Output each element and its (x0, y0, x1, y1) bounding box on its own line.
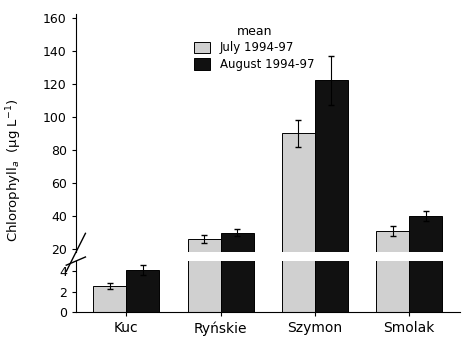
Bar (376, 0, 410, 312)
Bar (315, 0, 348, 312)
Bar (93, 286, 126, 312)
Bar (410, 216, 442, 282)
Bar (188, 239, 220, 282)
Bar (282, 133, 315, 282)
Bar (282, 0, 315, 312)
Text: Chlorophyll$_a$  (μg L$^{-1}$): Chlorophyll$_a$ (μg L$^{-1}$) (4, 99, 24, 242)
Bar (220, 233, 254, 282)
Legend: July 1994-97, August 1994-97: July 1994-97, August 1994-97 (189, 20, 319, 76)
Bar (376, 231, 410, 282)
Bar (220, 5, 254, 312)
Bar (315, 80, 348, 282)
Bar (188, 45, 220, 312)
Bar (126, 275, 159, 282)
Bar (410, 0, 442, 312)
Bar (93, 278, 126, 282)
Bar (126, 270, 159, 312)
